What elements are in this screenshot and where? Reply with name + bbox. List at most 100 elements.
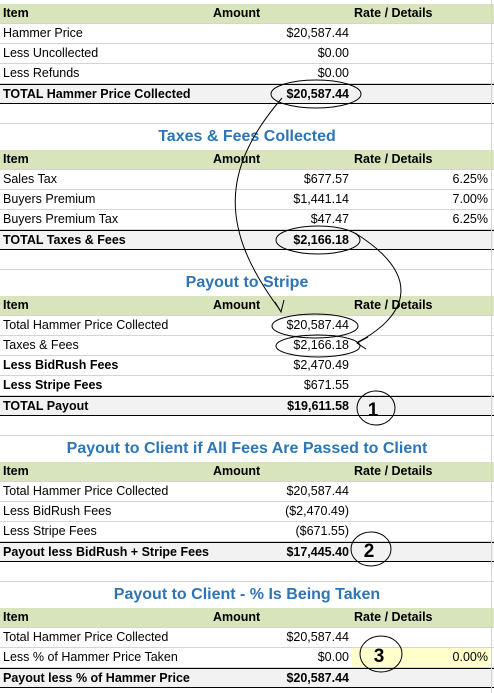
total-label: Payout less % of Hammer Price bbox=[3, 671, 190, 685]
table-row[interactable]: Hammer Price $20,587.44 bbox=[0, 24, 494, 44]
arrowhead bbox=[356, 336, 369, 350]
total-amount: $2,166.18 bbox=[293, 233, 349, 247]
blank-row bbox=[0, 416, 494, 436]
header-amount: Amount bbox=[213, 298, 261, 312]
table-row[interactable]: Less BidRush Fees $2,470.49 bbox=[0, 356, 494, 376]
total-row[interactable]: TOTAL Payout $19,611.58 bbox=[0, 396, 494, 416]
table-row[interactable]: Taxes & Fees $2,166.18 bbox=[0, 336, 494, 356]
header-item: Item bbox=[3, 610, 29, 624]
section-title: Payout to Client - % Is Being Taken bbox=[113, 586, 381, 603]
percent-input-cell[interactable] bbox=[352, 648, 490, 667]
cell-amount: ($671.55) bbox=[295, 524, 349, 538]
table-row[interactable]: Total Hammer Price Collected $20,587.44 bbox=[0, 482, 494, 502]
marker-number: 2 bbox=[364, 541, 375, 562]
cell-rate[interactable]: 0.00% bbox=[452, 650, 488, 664]
cell-amount: $20,587.44 bbox=[286, 630, 349, 644]
total-amount: $17,445.40 bbox=[286, 545, 349, 559]
header-row: Item Amount Rate / Details bbox=[0, 608, 494, 628]
table-row[interactable]: Less Stripe Fees $671.55 bbox=[0, 376, 494, 396]
cell-amount: $671.55 bbox=[303, 378, 349, 392]
table-row[interactable]: Less Refunds $0.00 bbox=[0, 64, 494, 84]
total-row[interactable]: Payout less % of Hammer Price $20,587.44 bbox=[0, 668, 494, 688]
cell-item: Buyers Premium Tax bbox=[3, 212, 119, 226]
section-title: Payout to Client if All Fees Are Passed … bbox=[66, 440, 428, 457]
arrowhead bbox=[274, 299, 285, 314]
table-row[interactable]: Total Hammer Price Collected $20,587.44 bbox=[0, 316, 494, 336]
grid-right-border bbox=[491, 0, 492, 693]
cell-item: Hammer Price bbox=[3, 26, 83, 40]
cell-item: Taxes & Fees bbox=[3, 338, 79, 352]
cell-rate: 7.00% bbox=[452, 192, 488, 206]
total-row[interactable]: Payout less BidRush + Stripe Fees $17,44… bbox=[0, 542, 494, 562]
cell-item: Less Uncollected bbox=[3, 46, 99, 60]
cell-amount: $20,587.44 bbox=[286, 484, 349, 498]
section-title: Taxes & Fees Collected bbox=[158, 128, 336, 145]
header-amount: Amount bbox=[213, 464, 261, 478]
header-amount: Amount bbox=[213, 610, 261, 624]
total-row[interactable]: TOTAL Taxes & Fees $2,166.18 bbox=[0, 230, 494, 250]
cell-amount: $20,587.44 bbox=[286, 26, 349, 40]
highlight-ellipse bbox=[270, 79, 362, 109]
table-row[interactable]: Sales Tax $677.57 6.25% bbox=[0, 170, 494, 190]
table-row[interactable]: Less Stripe Fees ($671.55) bbox=[0, 522, 494, 542]
cell-rate: 6.25% bbox=[452, 212, 488, 226]
cell-item: Total Hammer Price Collected bbox=[3, 484, 169, 498]
header-rate: Rate / Details bbox=[354, 6, 433, 20]
table-row[interactable]: Total Hammer Price Collected $20,587.44 bbox=[0, 628, 494, 648]
total-amount: $20,587.44 bbox=[286, 671, 349, 685]
marker-circle bbox=[356, 390, 396, 426]
header-row: Item Amount Rate / Details bbox=[0, 150, 494, 170]
cell-item: Buyers Premium bbox=[3, 192, 96, 206]
table-row[interactable]: Buyers Premium Tax $47.47 6.25% bbox=[0, 210, 494, 230]
cell-amount: $1,441.14 bbox=[293, 192, 349, 206]
total-label: TOTAL Taxes & Fees bbox=[3, 233, 126, 247]
cell-item: Less BidRush Fees bbox=[3, 358, 119, 372]
total-amount: $20,587.44 bbox=[286, 87, 349, 101]
marker-circle bbox=[350, 531, 392, 567]
cell-rate: 6.25% bbox=[452, 172, 488, 186]
header-rate: Rate / Details bbox=[354, 298, 433, 312]
table-row[interactable]: Less BidRush Fees ($2,470.49) bbox=[0, 502, 494, 522]
cell-amount: $0.00 bbox=[317, 650, 349, 664]
cell-amount: $677.57 bbox=[303, 172, 349, 186]
total-amount: $19,611.58 bbox=[287, 399, 349, 413]
cell-amount: $0.00 bbox=[317, 46, 349, 60]
header-item: Item bbox=[3, 464, 29, 478]
header-item: Item bbox=[3, 152, 29, 166]
cell-amount: $0.00 bbox=[317, 66, 349, 80]
cell-item: Sales Tax bbox=[3, 172, 57, 186]
arrow-curve bbox=[234, 97, 283, 311]
cell-amount: $47.47 bbox=[310, 212, 349, 226]
cell-item: Less Stripe Fees bbox=[3, 524, 97, 538]
header-row: Item Amount Rate / Details bbox=[0, 462, 494, 482]
table-row[interactable]: Buyers Premium $1,441.14 7.00% bbox=[0, 190, 494, 210]
cell-amount: ($2,470.49) bbox=[285, 504, 349, 518]
marker-number: 3 bbox=[374, 646, 385, 667]
cell-item: Less Stripe Fees bbox=[3, 378, 103, 392]
header-item: Item bbox=[3, 298, 29, 312]
header-amount: Amount bbox=[213, 6, 261, 20]
marker-circle bbox=[359, 635, 403, 673]
cell-item: Less Refunds bbox=[3, 66, 80, 80]
cell-amount: $20,587.44 bbox=[286, 318, 349, 332]
table-row[interactable]: Less % of Hammer Price Taken $0.00 0.00% bbox=[0, 648, 494, 668]
highlight-ellipse bbox=[275, 225, 361, 255]
table-row[interactable]: Less Uncollected $0.00 bbox=[0, 44, 494, 64]
arrow-curve bbox=[354, 232, 402, 343]
header-rate: Rate / Details bbox=[354, 464, 433, 478]
cell-item: Total Hammer Price Collected bbox=[3, 318, 169, 332]
highlight-ellipse bbox=[271, 313, 359, 339]
cell-amount: $2,166.18 bbox=[293, 338, 349, 352]
total-label: TOTAL Hammer Price Collected bbox=[3, 87, 191, 101]
total-row[interactable]: TOTAL Hammer Price Collected $20,587.44 bbox=[0, 84, 494, 104]
blank-row bbox=[0, 104, 494, 124]
total-label: Payout less BidRush + Stripe Fees bbox=[3, 545, 209, 559]
blank-row bbox=[0, 562, 494, 582]
header-item: Item bbox=[3, 6, 29, 20]
header-row: Item Amount Rate / Details bbox=[0, 4, 494, 24]
header-row: Item Amount Rate / Details bbox=[0, 296, 494, 316]
total-label: TOTAL Payout bbox=[3, 399, 89, 413]
header-rate: Rate / Details bbox=[354, 610, 433, 624]
marker-number: 1 bbox=[368, 400, 379, 421]
